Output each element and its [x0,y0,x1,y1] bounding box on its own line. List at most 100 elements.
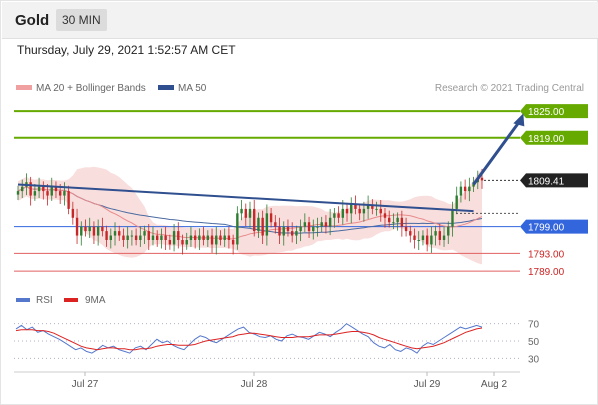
candle-body [324,222,328,227]
candle-body [362,208,366,214]
candle-body [307,222,311,232]
candle-body [290,231,294,236]
candle-body [240,208,243,214]
candle-body [164,235,167,240]
x-tick-label-Aug-2: Aug 2 [481,379,508,390]
candle-body [358,208,361,214]
rsi-level-label-30: 30 [528,354,540,365]
candle-body [156,235,159,240]
candle-body [354,204,357,209]
candle-body [295,231,298,236]
instrument-title: Gold [15,12,50,29]
candle-body [253,208,256,232]
candle-body [202,235,205,240]
candle-body [404,226,408,232]
rsi-legend-swatch [16,298,30,302]
x-tick-label-Jul-27: Jul 27 [72,379,99,390]
candle-body [223,235,226,240]
x-tick-label-Jul-29: Jul 29 [414,379,441,390]
candle-body [134,235,138,240]
candle-body [105,231,108,240]
candle-body [303,222,307,227]
candle-body [451,208,454,227]
candle-body [88,226,91,232]
rsi-level-label-50: 50 [528,337,540,348]
rsi-legend: RSI 9MA [16,295,106,306]
level-label-1789.00: 1789.00 [528,267,565,278]
level-label-1799.00: 1799.00 [528,223,565,234]
forecast-arrow-head [513,113,525,127]
candle-body [168,240,172,245]
candle-body [375,208,378,210]
candle-body [16,191,20,195]
candle-body [333,213,336,218]
candle-body [468,186,471,192]
candle-body [379,208,382,214]
candle-body [480,177,484,181]
candle-body [80,226,83,236]
candle-body [463,186,467,192]
candle-body [210,235,214,245]
candle-body [227,235,231,240]
candle-body [383,213,387,218]
widget-header: Gold 30 MIN [2,2,598,39]
candle-body [430,235,433,245]
candle-body [130,235,134,237]
candle-body [109,235,112,240]
candle-body [459,186,463,196]
timestamp: Thursday, July 29, 2021 1:52:57 AM CET [17,43,236,57]
candle-body [265,213,269,236]
candle-body [147,231,150,240]
candle-body [341,208,344,218]
candle-body [42,186,45,192]
candle-body [71,208,75,218]
level-tag-1819.00 [520,130,588,145]
candle-body [172,231,176,245]
candle-body [198,235,201,240]
candle-body [160,235,163,240]
candle-body [345,208,349,214]
candle-body [67,191,70,209]
candle-body [274,222,277,227]
candle-body [219,235,222,240]
candle-body [455,195,458,209]
candle-body [63,191,66,196]
candle-body [438,231,442,240]
candle-body [193,235,197,240]
candle-body [113,231,117,236]
candle-body [366,204,370,209]
candle-body [248,208,252,218]
ma50-legend-swatch [158,85,174,90]
candle-body [392,222,395,224]
rsi-level-label-70: 70 [528,320,540,331]
candle-body [400,217,404,227]
candle-body [282,226,285,236]
candle-body [181,240,184,245]
candle-body [337,213,340,218]
candle-body [425,235,429,245]
rsi-ma-legend-swatch [64,298,78,302]
level-label-1825.00: 1825.00 [528,107,565,118]
candle-body [189,235,193,240]
candle-body [236,213,239,245]
candle-body [206,235,210,240]
research-credit: Research © 2021 Trading Central [435,83,584,94]
candle-body [143,231,146,236]
candle-body [96,226,100,236]
forecast-arrow-shaft [472,119,522,186]
candle-body [278,226,281,236]
candle-body [371,204,374,209]
candle-body [126,235,129,240]
level-tag-1825.00 [520,104,588,119]
candle-body [46,191,49,196]
candle-body [118,231,121,236]
candle-body [434,231,437,236]
candle-body [447,226,450,236]
candle-body [244,208,247,218]
candle-body [442,235,446,240]
timeframe-badge[interactable]: 30 MIN [56,9,107,31]
ma20-legend-label: MA 20 + Bollinger Bands [36,83,146,94]
last-price-tag [520,173,588,188]
candle-body [269,213,273,223]
